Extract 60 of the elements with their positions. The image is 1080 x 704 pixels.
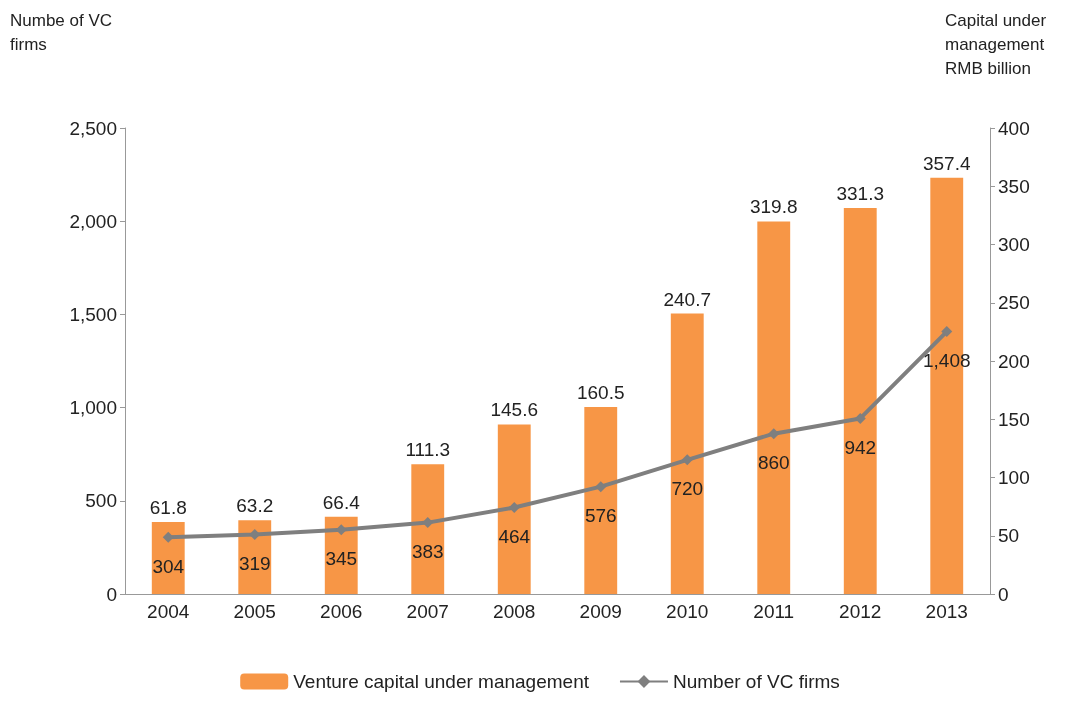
x-tick-label: 2010	[666, 601, 709, 622]
x-tick-label: 2008	[493, 601, 536, 622]
data-label: 357.4	[922, 152, 971, 174]
point	[941, 326, 953, 338]
x-tick-label: 2004	[147, 601, 190, 622]
y-tick-label: 2,000	[69, 210, 117, 232]
bar	[497, 424, 531, 594]
y-tick-label: 1,000	[69, 397, 117, 419]
y2-tick-label: 250	[998, 292, 1030, 314]
legend-label: Venture capital under management	[293, 671, 590, 692]
data-label: 240.7	[663, 288, 712, 310]
y-tick-label: 2,500	[69, 117, 117, 139]
y2-tick-label: 300	[998, 234, 1030, 255]
data-label: 383	[411, 541, 444, 563]
y-tick-label: 0	[106, 583, 117, 605]
y2-tick-label: 150	[998, 408, 1030, 430]
data-label: 860	[757, 452, 790, 474]
x-tick-label: 2011	[753, 601, 795, 622]
y2-tick-label: 200	[998, 350, 1030, 372]
data-label: 61.8	[149, 497, 187, 518]
data-label: 319	[238, 553, 271, 575]
data-label: 331.3	[836, 183, 885, 205]
data-label: 319.8	[749, 196, 798, 218]
x-tick-label: 2012	[839, 601, 882, 622]
bar	[843, 208, 877, 594]
data-label: 304	[152, 555, 185, 577]
x-tick-label: 2006	[320, 601, 363, 622]
point	[854, 412, 866, 424]
bar	[151, 522, 185, 594]
y-tick-label: 1,500	[69, 303, 117, 325]
data-label: 942	[844, 436, 877, 458]
data-label: 160.5	[576, 382, 625, 404]
y2-axis-title: Capital under management RMB billion	[945, 10, 1051, 78]
point	[508, 502, 520, 514]
y2-tick-label: 50	[998, 525, 1020, 547]
bar	[584, 407, 618, 594]
bar	[411, 464, 445, 594]
bar	[757, 221, 791, 594]
y-tick-label: 500	[85, 490, 117, 512]
data-label: 111.3	[405, 439, 451, 461]
point	[595, 481, 607, 493]
y2-tick-label: 100	[998, 467, 1030, 488]
data-label: 464	[498, 526, 531, 548]
data-label: 576	[584, 505, 617, 527]
point	[681, 454, 693, 466]
x-tick-label: 2005	[233, 601, 276, 622]
x-tick-label: 2009	[579, 601, 622, 622]
bar	[670, 313, 704, 594]
data-label: 63.2	[236, 495, 274, 517]
y2-tick-label: 350	[998, 175, 1030, 197]
data-label: 145.6	[490, 399, 539, 421]
data-label: 720	[671, 478, 704, 500]
y2-tick-label: 400	[998, 117, 1030, 139]
x-tick-label: 2007	[406, 601, 449, 622]
data-label: 345	[325, 548, 358, 570]
data-label: 66.4	[322, 491, 361, 513]
x-tick-label: 2013	[925, 601, 968, 622]
legend-label: Number of VC firms	[672, 671, 840, 692]
y-axis-title: Numbe of VC firms	[10, 10, 117, 54]
y2-tick-label: 0	[998, 583, 1009, 605]
